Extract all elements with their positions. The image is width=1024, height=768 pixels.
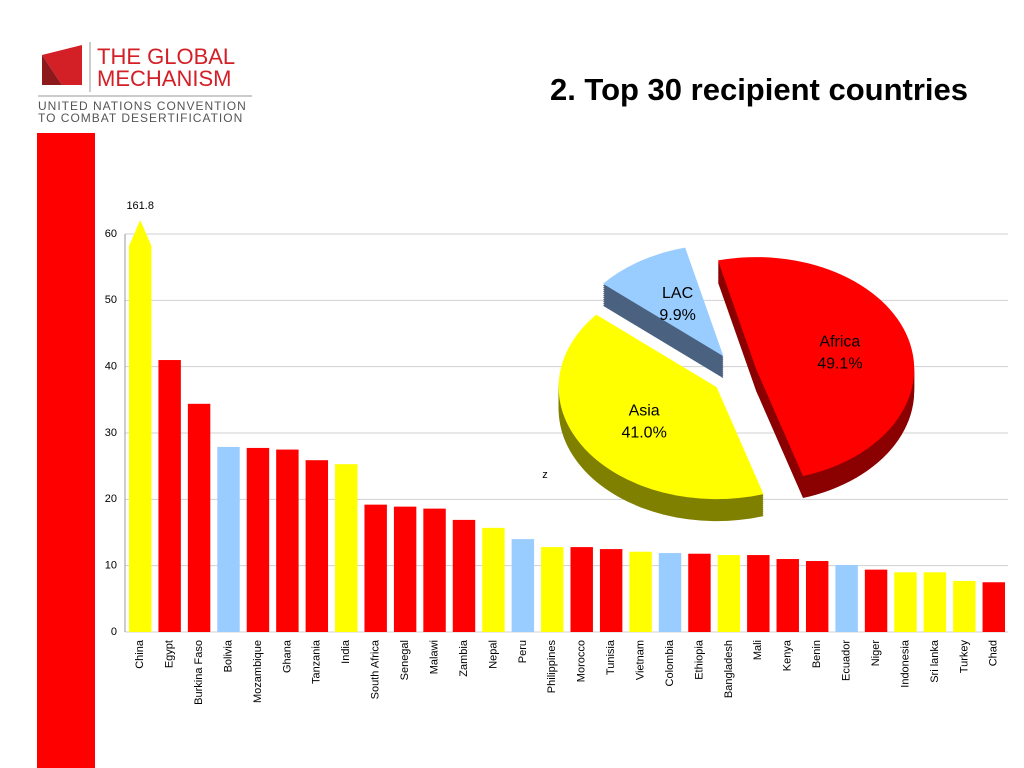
x-tick-label: Tanzania (311, 639, 323, 684)
bar (599, 549, 623, 632)
x-tick-label: Tunisia (605, 639, 617, 675)
x-tick-label: Benin (811, 640, 823, 668)
bar (688, 553, 711, 632)
x-tick-label: Malawi (428, 640, 440, 674)
x-tick-label: Mali (752, 640, 764, 660)
y-tick-label: 0 (111, 626, 117, 638)
x-tick-label: Ecuador (841, 640, 853, 681)
bar (158, 360, 181, 632)
bar (894, 572, 917, 632)
y-tick-label: 20 (105, 493, 117, 505)
x-tick-label: Ethiopia (693, 639, 705, 680)
logo: THE GLOBAL MECHANISM UNITED NATIONS CONV… (38, 42, 252, 125)
logo-text: MECHANISM (97, 66, 231, 91)
bar (629, 551, 652, 632)
y-tick-label: 60 (105, 228, 117, 240)
bar (747, 555, 770, 632)
bar (364, 504, 387, 632)
x-tick-label: Vietnam (634, 640, 646, 680)
slice (603, 247, 724, 357)
x-tick-label: Egypt (164, 640, 176, 668)
bar (482, 527, 505, 632)
bar (217, 446, 240, 632)
annotation: z (542, 469, 548, 481)
logo-mark (42, 45, 82, 85)
x-tick-label: Zambia (458, 639, 470, 677)
x-tick-label: Peru (517, 640, 529, 663)
x-tick-label: Chad (988, 640, 1000, 666)
bar (129, 220, 152, 632)
x-tick-label: South Africa (370, 639, 382, 699)
x-tick-label: China (134, 639, 146, 669)
x-tick-label: India (340, 639, 352, 664)
y-tick-label: 30 (105, 427, 117, 439)
bar (276, 449, 299, 632)
bars (158, 360, 1005, 632)
bar (335, 464, 358, 632)
bar (658, 553, 682, 632)
x-tick-label: Morocco (576, 640, 588, 682)
x-tick-label: Turkey (958, 640, 970, 674)
bar (923, 572, 947, 632)
side-strip (37, 133, 95, 768)
y-tick-label: 10 (105, 560, 117, 572)
x-tick-label: Colombia (664, 639, 676, 686)
bar (864, 569, 888, 632)
bar (393, 506, 417, 632)
x-tick-label: Niger (870, 640, 882, 667)
logo-mark (42, 55, 62, 85)
logo-subtext: TO COMBAT DESERTIFICATION (38, 111, 243, 125)
bar (982, 582, 1005, 632)
bar (187, 403, 211, 632)
x-tick-label: Mozambique (252, 640, 264, 703)
x-tick-label: Bangladesh (723, 640, 735, 698)
slice (558, 314, 764, 500)
bar (541, 547, 564, 632)
x-tick-label: Indonesia (899, 639, 911, 688)
x-tick-label: Sri lanka (929, 639, 941, 683)
slice (717, 257, 915, 477)
bar (776, 559, 799, 632)
bar (953, 580, 976, 632)
slice-label: Africa (819, 334, 860, 351)
data-label: 161.8 (126, 200, 154, 212)
y-tick-label: 40 (105, 361, 117, 373)
bar (452, 519, 476, 632)
bar (305, 460, 329, 632)
y-tick-label: 50 (105, 294, 117, 306)
bar (570, 547, 593, 632)
x-tick-label: Ghana (281, 639, 293, 673)
x-tick-label: Bolivia (222, 639, 234, 672)
slice-value: 41.0% (621, 424, 666, 441)
logo-subtext: UNITED NATIONS CONVENTION (38, 99, 247, 113)
x-tick-label: Kenya (782, 639, 794, 671)
x-tick-label: Senegal (399, 640, 411, 680)
slice-value: 9.9% (659, 307, 695, 324)
bar (805, 561, 829, 632)
x-tick-label: Nepal (487, 640, 499, 669)
slice-label: Asia (629, 402, 660, 419)
x-tick-label: Burkina Faso (193, 640, 205, 705)
x-tick-label: Philippines (546, 640, 558, 694)
bar (423, 508, 446, 632)
bar (717, 555, 741, 632)
slice-value: 49.1% (817, 356, 862, 373)
logo-text: THE GLOBAL (97, 44, 235, 69)
slide-title: 2. Top 30 recipient countries (550, 72, 968, 107)
bar (246, 447, 270, 632)
bar (511, 539, 535, 632)
bar (835, 565, 858, 632)
slice-label: LAC (662, 285, 693, 302)
